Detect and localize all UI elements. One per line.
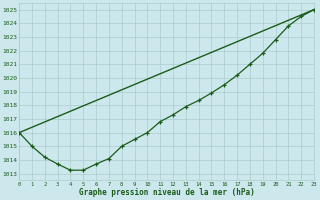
X-axis label: Graphe pression niveau de la mer (hPa): Graphe pression niveau de la mer (hPa) xyxy=(79,188,254,197)
